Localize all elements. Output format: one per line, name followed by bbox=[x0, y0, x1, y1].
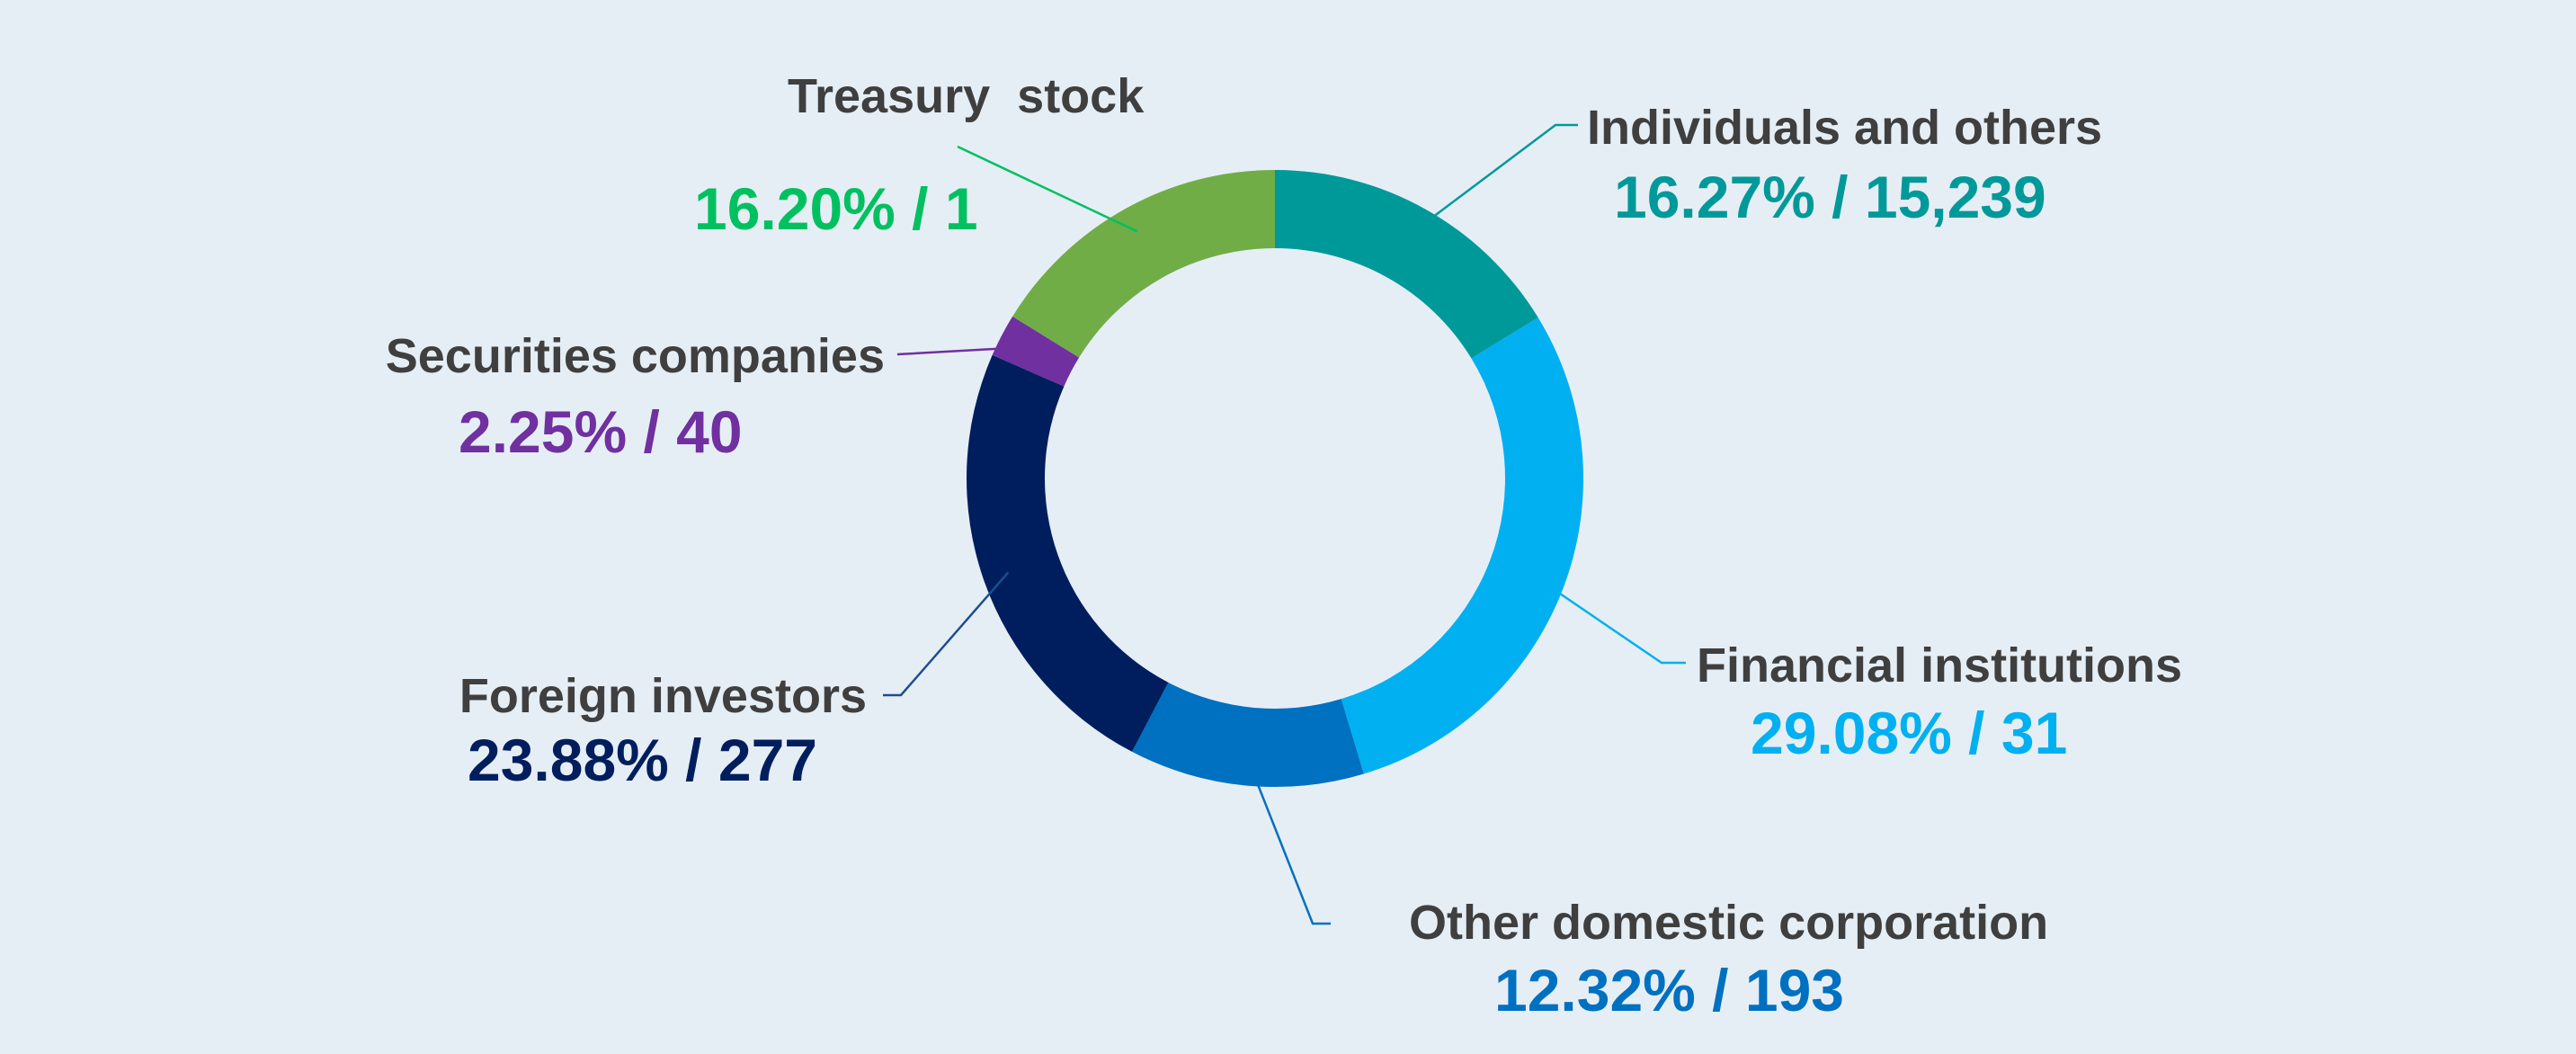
slice-value-label: 2.25% / 40 bbox=[459, 398, 743, 465]
leader-line bbox=[1538, 578, 1686, 665]
leader-line bbox=[957, 145, 1138, 233]
slice-name-label: Financial institutions bbox=[1697, 639, 2182, 692]
slice-labels: Individuals and others 16.27% / 15,239 F… bbox=[386, 69, 2182, 1023]
slice-name-label: Treasury stock bbox=[788, 69, 1145, 123]
donut-slice bbox=[967, 354, 1169, 752]
donut-slice bbox=[1012, 170, 1275, 358]
slice-name-label: Foreign investors bbox=[459, 669, 867, 723]
donut-slice bbox=[1132, 682, 1364, 787]
leader-line bbox=[896, 345, 1025, 356]
slice-name-label: Individuals and others bbox=[1587, 101, 2102, 155]
leader-lines bbox=[883, 123, 1686, 925]
slice-value-label: 12.32% / 193 bbox=[1494, 957, 1844, 1023]
donut-slice bbox=[992, 316, 1080, 387]
leader-line bbox=[1247, 759, 1331, 925]
slice-value-label: 16.20% / 1 bbox=[694, 175, 978, 242]
donut-slice bbox=[1341, 317, 1583, 774]
slice-value-label: 29.08% / 31 bbox=[1751, 700, 2067, 766]
donut-slices bbox=[967, 170, 1583, 787]
leader-line bbox=[883, 571, 1010, 697]
slice-value-label: 23.88% / 277 bbox=[468, 727, 817, 793]
donut-slice bbox=[1275, 170, 1538, 359]
slice-name-label: Other domestic corporation bbox=[1409, 896, 2048, 950]
leader-line bbox=[1413, 123, 1578, 233]
slice-value-label: 16.27% / 15,239 bbox=[1614, 164, 2046, 230]
slice-name-label: Securities companies bbox=[386, 329, 885, 383]
